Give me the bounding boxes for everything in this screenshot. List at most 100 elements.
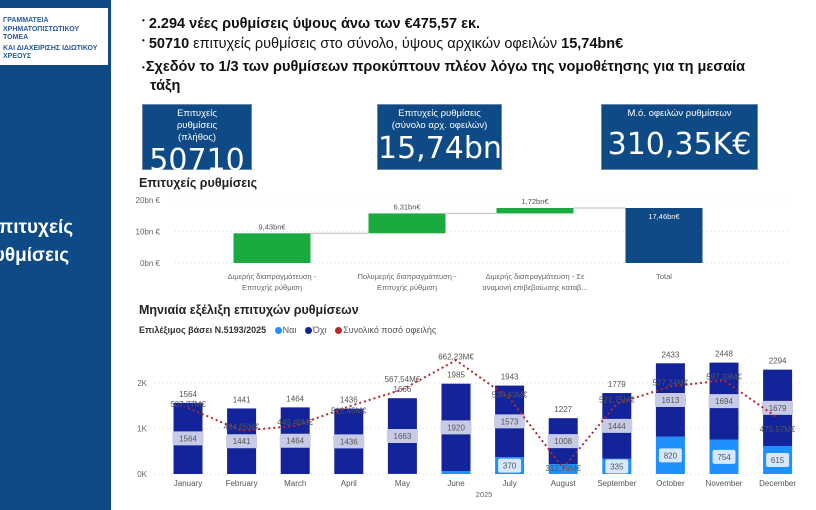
legend-item-total[interactable]: Συνολικό ποσό οφειλής — [343, 325, 437, 335]
x-tick-label: αναμονή επιβεβαίωσης καταβ... — [482, 283, 587, 292]
line-label: 449,40M€ — [277, 418, 313, 427]
line-label: 312,79M€ — [545, 464, 581, 473]
data-label: 1,72bn€ — [521, 197, 549, 206]
x-tick-label: November — [706, 479, 743, 488]
label-bg — [333, 434, 365, 449]
line-label: 507,77M€ — [170, 400, 206, 409]
no-label: 1694 — [715, 397, 733, 406]
data-label: 6,31bn€ — [393, 202, 421, 211]
line-label: 521,75M€ — [599, 396, 635, 405]
total-label: 1464 — [286, 394, 304, 403]
label-bg — [766, 453, 790, 468]
x-tick-label: Επιτυχής ρύθμιση — [242, 283, 302, 292]
label-bg — [279, 433, 311, 448]
label-bg — [708, 394, 740, 409]
x-tick-label: Total — [656, 272, 672, 281]
x-tick-label: September — [597, 479, 636, 488]
total-label: 1985 — [447, 371, 465, 380]
yes-label: 820 — [664, 451, 678, 460]
total-label: 1227 — [554, 405, 572, 414]
x-tick-label: April — [341, 479, 357, 488]
no-label: 1436 — [340, 437, 358, 446]
waterfall-chart: 0bn € 10bn € 20bn € 9,43bn€ Διμερής διαπραγμ… — [136, 196, 790, 292]
y-tick-label: 0bn € — [140, 259, 161, 268]
kpi-value: 15,74bn€ — [378, 131, 522, 166]
legend-marker-total — [335, 327, 343, 335]
logo: ΓΡΑΜΜΑΤΕΙΑ ΧΡΗΜΑΤΟΠΙΣΤΩΤΙΚΟΥ ΤΟΜΕΑ ΚΑΙ Δ… — [0, 5, 108, 65]
line-label: 538,43M€ — [492, 390, 528, 399]
line-label: 475,57M€ — [760, 425, 796, 434]
bullet-3: •Σχεδόν το 1/3 των ρυθμίσεων προκύπτουν … — [142, 59, 746, 94]
line-label: 512,45M€ — [331, 407, 367, 416]
y-tick-label: 20bn € — [136, 196, 161, 205]
total-label: 2433 — [662, 350, 680, 359]
x-tick-label: June — [447, 479, 465, 488]
line-label: 597,33M€ — [706, 372, 742, 381]
yes-label: 370 — [503, 462, 517, 471]
line-label: 662,23M€ — [438, 352, 474, 361]
legend: Επιλέξιμος βάσει Ν.5193/2025 Ναι Όχι Συν… — [139, 325, 436, 335]
no-label: 1613 — [662, 396, 680, 405]
x-tick-label: July — [502, 479, 516, 488]
line-label: 567,54M€ — [385, 375, 421, 384]
section-title-line: Επιτυχείς — [0, 217, 74, 238]
kpi-label: Μ.ό. οφειλών ρυθμίσεων — [627, 108, 732, 119]
x-tick-label: February — [226, 479, 258, 488]
x-tick-label: Πολυμερής διαπραγμάτευση - — [357, 272, 457, 281]
label-bg — [226, 434, 258, 449]
legend-marker-no — [304, 327, 312, 335]
label-bg — [494, 414, 526, 429]
waterfall-bar — [625, 208, 703, 263]
x-tick-label: October — [656, 479, 685, 488]
total-label: 2294 — [769, 357, 787, 366]
label-bg — [658, 448, 682, 463]
line-label: 434,05M€ — [224, 423, 260, 432]
x-tick-label: May — [395, 479, 410, 488]
no-label: 1441 — [233, 437, 251, 446]
waterfall-bar — [496, 208, 574, 214]
line-total-debt — [187, 359, 779, 470]
label-bg — [440, 420, 472, 435]
legend-item-no[interactable]: Όχι — [312, 325, 327, 335]
label-bg — [172, 431, 204, 446]
total-label: 1441 — [233, 395, 251, 404]
label-bg — [762, 400, 794, 415]
x-tick-label: Διμερής διαπραγμάτευση - — [228, 272, 317, 281]
label-bg — [386, 429, 418, 444]
y-tick-label: 2K — [137, 379, 147, 388]
bar-yes — [441, 471, 471, 474]
no-label: 1679 — [769, 404, 787, 413]
yes-label: 754 — [717, 453, 731, 462]
kpi-label: Επιτυχείς ρυθμίσεις (πλήθος) — [176, 108, 218, 143]
bullet-2: • 50710 επιτυχείς ρυθμίσεις στο σύνολο, ύ… — [142, 36, 624, 52]
data-label: 17,46bn€ — [648, 212, 680, 221]
no-label: 1464 — [286, 437, 304, 446]
monthly-chart-title: Μηνιαία εξέλιξη επιτυχών ρυθμίσεων — [139, 303, 359, 317]
label-bg — [712, 449, 736, 464]
section-title-line: ρυθμίσεις — [0, 245, 70, 266]
sidebar: ΓΡΑΜΜΑΤΕΙΑ ΧΡΗΜΑΤΟΠΙΣΤΩΤΙΚΟΥ ΤΟΜΕΑ ΚΑΙ Δ… — [0, 0, 111, 510]
x-axis-label: 2025 — [476, 490, 493, 499]
logo-text: ΓΡΑΜΜΑΤΕΙΑ ΧΡΗΜΑΤΟΠΙΣΤΩΤΙΚΟΥ ΤΟΜΕΑ — [3, 17, 80, 41]
waterfall-title: Επιτυχείς ρυθμίσεις — [139, 176, 258, 190]
y-tick-label: 1K — [137, 425, 147, 434]
kpi-value: 310,35K€ — [607, 127, 752, 162]
label-bg — [547, 434, 579, 449]
no-label: 1008 — [554, 437, 572, 446]
x-tick-label: Επιτυχής ρύθμιση — [377, 283, 437, 292]
legend-item-yes[interactable]: Ναι — [282, 325, 297, 335]
total-label: 1436 — [340, 396, 358, 405]
label-bg — [601, 418, 633, 433]
y-tick-label: 10bn € — [136, 228, 161, 237]
y-tick-label: 0K — [137, 470, 147, 479]
waterfall-bar — [233, 233, 311, 263]
label-bg — [498, 458, 522, 473]
no-label: 1444 — [608, 422, 626, 431]
kpi-card-count: Επιτυχείς ρυθμίσεις (πλήθος) 50710 — [142, 104, 252, 178]
no-label: 1564 — [179, 434, 197, 443]
x-tick-label: Διμερής διαπραγμάτευση - Σε — [486, 272, 585, 281]
section-title: Επιτυχείς ρυθμίσεις — [0, 214, 73, 270]
yes-label: 335 — [610, 462, 624, 471]
x-tick-label: March — [284, 479, 306, 488]
